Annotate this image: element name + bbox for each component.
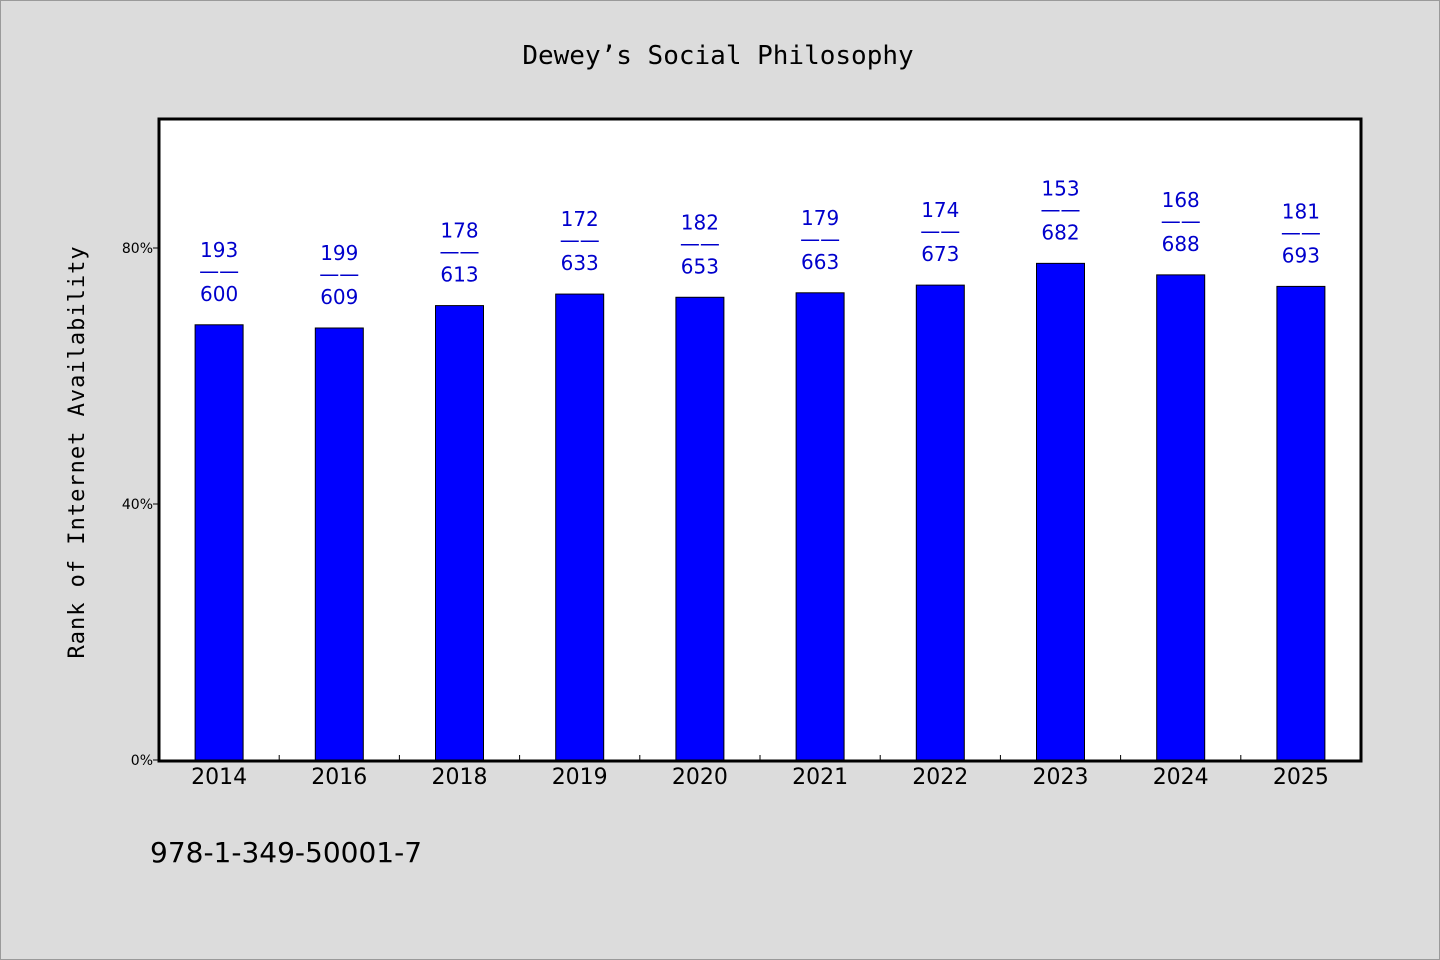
x-tick-label: 2024 — [1153, 765, 1209, 790]
bar — [1036, 262, 1085, 761]
data-label-separator: —— — [319, 262, 359, 286]
bar — [314, 327, 364, 761]
y-tick-label: 40% — [122, 497, 153, 513]
data-label-top: 178 — [440, 219, 478, 243]
data-label-bottom: 663 — [801, 250, 839, 274]
data-label-separator: —— — [560, 228, 600, 252]
data-label-bottom: 633 — [561, 251, 599, 275]
data-label-bottom: 673 — [921, 242, 959, 266]
bar — [435, 305, 484, 761]
data-label-top: 181 — [1282, 199, 1320, 223]
data-label-separator: —— — [1161, 209, 1201, 233]
data-label-separator: —— — [1281, 220, 1321, 244]
data-label-separator: —— — [199, 259, 239, 283]
data-label-bottom: 613 — [440, 263, 478, 287]
x-tick-label: 2022 — [912, 765, 968, 790]
bar — [795, 292, 845, 761]
x-tick-label: 2020 — [672, 765, 728, 790]
data-label-top: 199 — [320, 241, 358, 265]
data-label-bottom: 682 — [1041, 220, 1079, 244]
data-label-bottom: 609 — [320, 285, 358, 309]
data-label-bottom: 688 — [1162, 232, 1200, 256]
data-label-bottom: 693 — [1282, 243, 1320, 267]
data-label-top: 153 — [1041, 176, 1079, 200]
data-label-bottom: 600 — [200, 282, 238, 306]
ticks-layer: 0% 40% 80% — [122, 241, 1242, 769]
x-tick-label: 2023 — [1033, 765, 1089, 790]
x-tick-label: 2014 — [191, 765, 247, 790]
x-tick-label: 2018 — [432, 765, 488, 790]
y-axis-label: Rank of Internet Availability — [65, 245, 90, 658]
data-label-top: 168 — [1162, 188, 1200, 212]
bar — [675, 296, 725, 761]
bar — [915, 284, 965, 761]
y-tick-label: 0% — [131, 753, 153, 769]
bar — [1156, 274, 1206, 761]
isbn-text: 978-1-349-50001-7 — [150, 836, 422, 869]
x-tick-label: 2019 — [552, 765, 608, 790]
data-label-separator: —— — [920, 219, 960, 243]
bar — [555, 293, 605, 761]
data-label-top: 193 — [200, 238, 238, 262]
bar — [1276, 285, 1326, 761]
x-tick-label: 2016 — [311, 765, 367, 790]
data-label-top: 179 — [801, 206, 839, 230]
y-tick-label: 80% — [122, 241, 153, 257]
x-tick-label: 2025 — [1273, 765, 1329, 790]
bars-layer — [194, 262, 1326, 761]
data-label-separator: —— — [680, 231, 720, 255]
data-label-separator: —— — [800, 227, 840, 251]
data-label-separator: —— — [1041, 197, 1081, 221]
chart-title: Dewey’s Social Philosophy — [522, 41, 913, 71]
data-label-top: 172 — [561, 207, 599, 231]
bar — [194, 324, 244, 761]
data-label-bottom: 653 — [681, 254, 719, 278]
data-label-top: 174 — [921, 198, 959, 222]
data-label-separator: —— — [440, 240, 480, 264]
x-tick-label: 2021 — [792, 765, 848, 790]
data-label-top: 182 — [681, 210, 719, 234]
labels-layer: 2014193——6002016199——6092018178——6132019… — [191, 176, 1329, 790]
